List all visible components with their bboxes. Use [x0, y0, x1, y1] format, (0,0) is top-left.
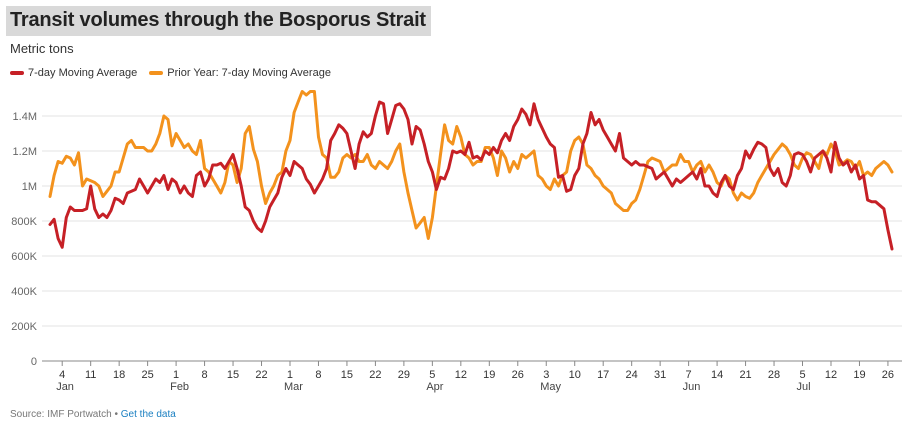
month-label: May: [540, 381, 561, 393]
x-tick-label: 26: [882, 369, 894, 381]
month-label: Mar: [284, 381, 303, 393]
month-label: Jun: [683, 381, 701, 393]
x-tick-label: 1: [173, 369, 179, 381]
chart-footer: Source: IMF Portwatch • Get the data: [10, 409, 176, 420]
y-axis-ticks: 0 200K 400K 600K 800K 1M 1.2M 1.4M: [11, 111, 37, 368]
legend-label-prior-year: Prior Year: 7-day Moving Average: [167, 67, 331, 79]
chart-subtitle: Metric tons: [10, 41, 74, 56]
x-tick-label: 10: [569, 369, 581, 381]
x-tick-label: 15: [227, 369, 239, 381]
x-tick-label: 8: [315, 369, 321, 381]
series-line-prior-year: [48, 90, 894, 240]
series-line-current: [48, 100, 894, 251]
get-the-data-link[interactable]: Get the data: [120, 409, 176, 420]
y-tick-label: 400K: [11, 286, 37, 298]
x-tick-label: 28: [768, 369, 780, 381]
series-lines: [48, 90, 894, 251]
x-tick-label: 18: [113, 369, 125, 381]
x-tick-label: 15: [341, 369, 353, 381]
x-tick-label: 12: [825, 369, 837, 381]
x-tick-label: 19: [853, 369, 865, 381]
y-tick-label: 1M: [22, 181, 37, 193]
x-tick-label: 14: [711, 369, 723, 381]
month-label: Jul: [797, 381, 811, 393]
x-axis: 4 11 18 25 1 8 15 22 1 8 15 22 29 5 12 19 26 3 10 17 24 31 7 14…: [56, 361, 894, 393]
legend-label-current: 7-day Moving Average: [28, 67, 138, 79]
x-tick-label: 22: [369, 369, 381, 381]
x-tick-label: 22: [255, 369, 267, 381]
legend-item-prior-year: Prior Year: 7-day Moving Average: [149, 67, 331, 79]
chart-title-container: Transit volumes through the Bosporus Str…: [6, 6, 431, 36]
gridlines: [42, 115, 902, 362]
x-tick-label: 19: [483, 369, 495, 381]
x-tick-label: 5: [799, 369, 805, 381]
month-label: Feb: [170, 381, 189, 393]
legend-item-current: 7-day Moving Average: [10, 67, 137, 79]
x-tick-label: 21: [739, 369, 751, 381]
x-tick-label: 31: [654, 369, 666, 381]
x-tick-label: 24: [626, 369, 638, 381]
x-tick-label: 7: [686, 369, 692, 381]
x-tick-label: 17: [597, 369, 609, 381]
chart-legend: 7-day Moving Average Prior Year: 7-day M…: [10, 67, 331, 79]
y-tick-label: 200K: [11, 321, 37, 333]
x-tick-label: 25: [141, 369, 153, 381]
x-tick-label: 3: [543, 369, 549, 381]
month-label: Apr: [426, 381, 443, 393]
source-text: Source: IMF Portwatch: [10, 409, 112, 420]
x-tick-label: 1: [287, 369, 293, 381]
x-tick-label: 29: [398, 369, 410, 381]
x-tick-label: 26: [512, 369, 524, 381]
y-tick-label: 1.4M: [13, 111, 37, 123]
month-label: Jan: [56, 381, 74, 393]
x-tick-label: 12: [455, 369, 467, 381]
legend-swatch-prior-year: [149, 71, 164, 75]
x-tick-label: 8: [202, 369, 208, 381]
y-tick-label: 1.2M: [13, 146, 37, 158]
legend-swatch-current: [10, 71, 24, 75]
y-tick-label: 0: [31, 356, 37, 368]
x-tick-label: 11: [85, 369, 96, 381]
x-tick-label: 4: [59, 369, 65, 381]
chart-title: Transit volumes through the Bosporus Str…: [6, 6, 431, 36]
source-separator: •: [114, 409, 118, 420]
y-tick-label: 600K: [11, 251, 37, 263]
y-tick-label: 800K: [11, 216, 37, 228]
x-tick-label: 5: [429, 369, 435, 381]
